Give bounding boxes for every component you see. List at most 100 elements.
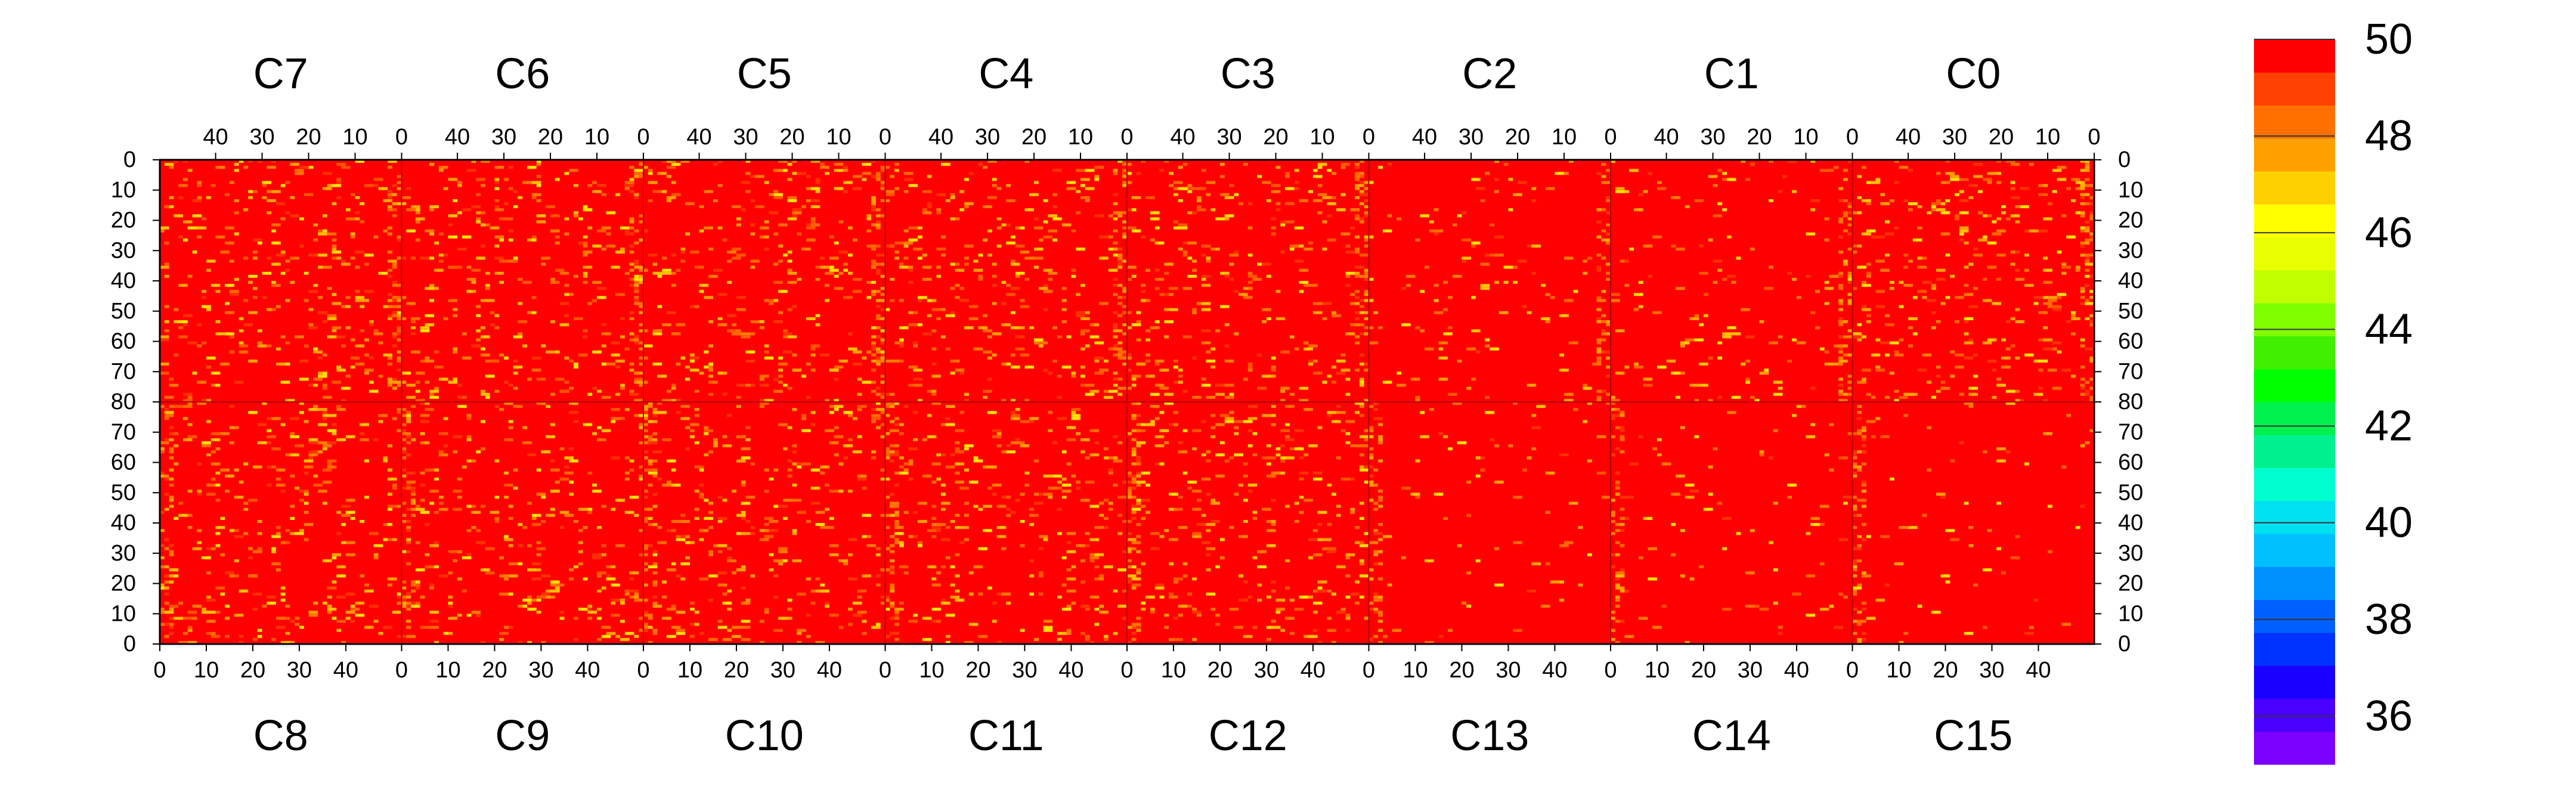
heatmap-cell [401,438,407,441]
heatmap-cell [406,620,411,623]
heatmap-cell [857,405,867,408]
heatmap-cell [1113,372,1118,375]
heatmap-cell [1350,507,1355,511]
heatmap-cell [857,595,862,599]
heatmap-cell [1847,247,1853,251]
heatmap-cell [1280,223,1286,227]
heatmap-cell [2015,308,2020,311]
heatmap-cell [704,516,713,520]
heatmap-cell [1001,398,1007,402]
heatmap-cell [657,411,667,414]
heatmap-cell [764,247,769,251]
heatmap-cell [615,359,625,363]
heatmap-cell [927,529,937,533]
heatmap-cell [652,550,658,553]
heatmap-cell [383,626,392,629]
heatmap-cell [1596,220,1602,224]
heatmap-cell [1001,496,1007,499]
heatmap-cell [1317,163,1327,166]
heatmap-cell [1699,271,1708,275]
heatmap-cell [689,634,695,638]
heatmap-cell [992,284,997,287]
heatmap-cell [280,380,290,384]
heatmap-cell [1671,372,1680,375]
heatmap-cell [601,363,606,366]
heatmap-cell [271,562,281,566]
heatmap-cell [364,583,369,587]
heatmap-cell [1206,568,1211,572]
heatmap-cell [890,571,895,575]
heatmap-cell [1931,202,1941,206]
heatmap-cell [304,299,309,302]
heatmap-cell [267,190,272,193]
heatmap-cell [355,363,365,366]
heatmap-cell [169,504,174,508]
heatmap-cell [1154,383,1165,387]
heatmap-cell [2024,284,2034,287]
heatmap-cell [1192,259,1197,263]
heatmap-cell [1475,474,1481,478]
heatmap-cell [438,507,448,511]
heatmap-cell [1764,287,1773,290]
heatmap-cell [1425,347,1434,351]
heatmap-cell [620,226,630,230]
heatmap-cell [275,347,281,351]
heatmap-cell [536,493,546,496]
heatmap-cell [453,507,462,511]
heatmap-cell [1336,565,1346,569]
heatmap-cell [1043,493,1053,496]
heatmap-cell [601,429,611,432]
heatmap-cell [225,474,234,478]
heatmap-cell [308,614,318,617]
heatmap-cell [885,598,890,602]
heatmap-cell [583,208,593,212]
heatmap-cell [773,468,779,472]
heatmap-cell [764,516,774,520]
heatmap-cell [2089,290,2094,293]
heatmap-cell [1136,172,1141,175]
heatmap-cell [546,435,555,438]
heatmap-cell [1066,335,1072,339]
heatmap-cell [1229,262,1234,266]
heatmap-cell [285,541,290,544]
heatmap-cell [164,305,169,308]
heatmap-cell [1117,314,1123,317]
heatmap-cell [769,519,779,523]
heatmap-cell [727,250,736,254]
heatmap-cell [559,447,565,451]
heatmap-cell [429,392,435,396]
heatmap-cell [1359,544,1369,547]
heatmap-cell [285,268,290,272]
heatmap-cell [945,199,950,203]
heatmap-cell [1917,369,1927,372]
heatmap-cell [397,317,402,320]
heatmap-cell [299,499,304,502]
heatmap-cell [1601,299,1606,302]
heatmap-cell [1601,181,1611,184]
heatmap-cell [1433,493,1444,496]
heatmap-cell [1359,574,1369,578]
heatmap-cell [1880,268,1890,272]
heatmap-cell [1908,169,1913,172]
heatmap-cell [1964,317,1974,320]
heatmap-cell [1355,541,1360,544]
heatmap-cell [187,402,193,405]
heatmap-cell [1089,453,1100,457]
heatmap-cell [1215,217,1225,221]
heatmap-cell [345,553,355,556]
heatmap-cell [1378,459,1383,463]
heatmap-cell [322,395,332,399]
heatmap-cell [666,459,676,463]
heatmap-cell [1838,347,1843,351]
heatmap-cell [1778,631,1783,635]
heatmap-cell [1052,238,1058,242]
heatmap-cell [1964,265,1969,269]
heatmap-cell [941,253,946,257]
heatmap-cell [736,296,746,299]
heatmap-cell [978,163,983,166]
heatmap-cell [1131,487,1137,490]
heatmap-cell [234,559,239,562]
heatmap-cell [1024,471,1030,475]
heatmap-cell [1810,208,1816,212]
heatmap-cell [629,262,634,266]
